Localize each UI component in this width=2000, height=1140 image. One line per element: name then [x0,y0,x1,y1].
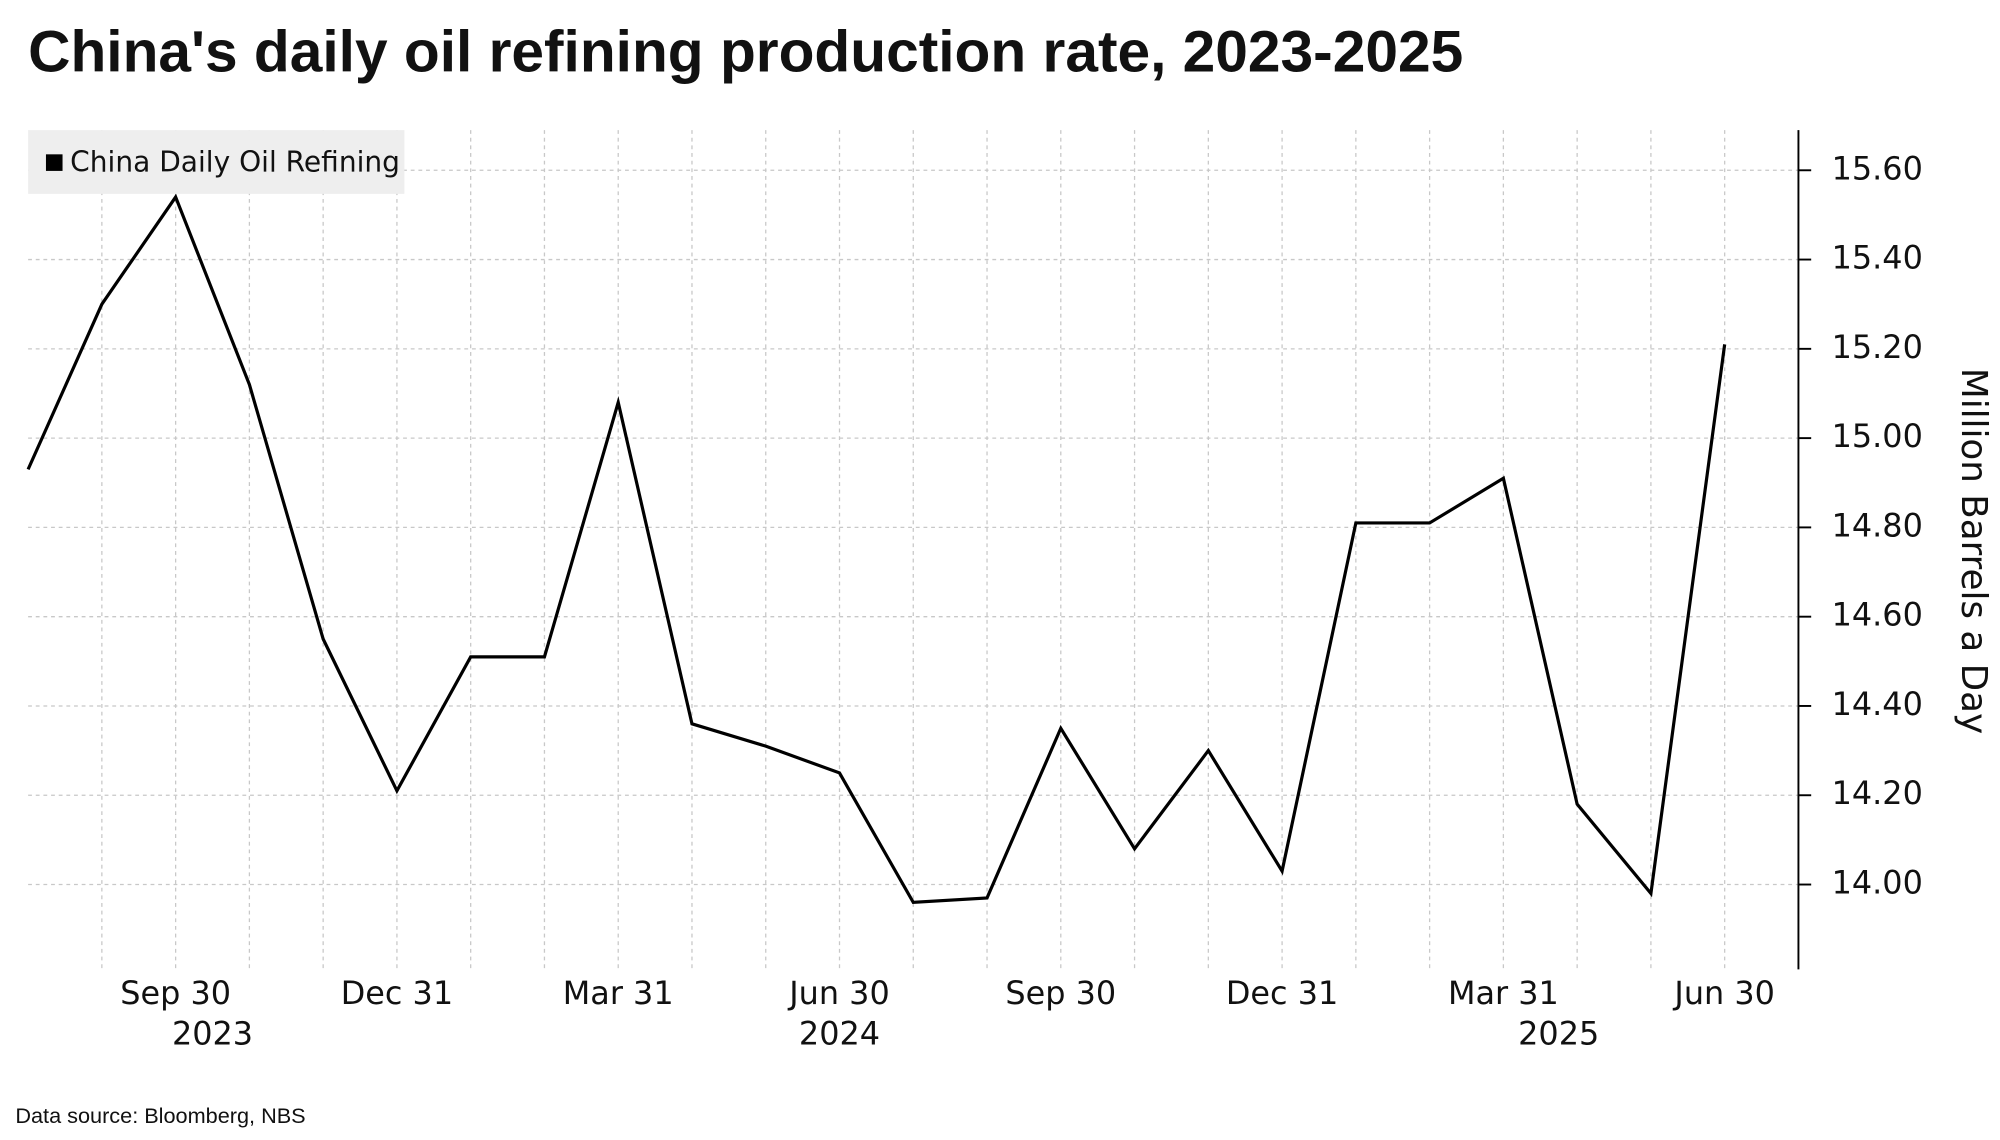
x-tick-label: Dec 31 [1226,974,1338,1012]
x-tick-label: Sep 30 [1005,974,1116,1012]
y-tick-label: 14.60 [1832,596,1923,634]
legend-label: China Daily Oil Refining [70,145,400,178]
x-tick-label: Sep 30 [120,974,231,1012]
source: Data source: Bloomberg, NBS [15,1103,305,1128]
chart-title: China's daily oil refining production ra… [28,20,1463,85]
y-tick-label: 14.80 [1832,506,1923,544]
y-tick-label: 15.20 [1832,328,1923,366]
line-series [26,193,1727,905]
year-label: 2025 [1518,1015,1599,1053]
x-tick-label: Jun 30 [1672,974,1775,1012]
y-tick-label: 14.00 [1832,864,1923,902]
y-tick-label: 14.40 [1832,685,1923,723]
y-tick-label: 15.00 [1832,417,1923,455]
y-axis-label: Million Barrels a Day [1953,368,1994,734]
x-tick-label: Mar 31 [1448,974,1559,1012]
x-tick-label: Mar 31 [563,974,674,1012]
x-tick-label: Dec 31 [341,974,453,1012]
x-tick-label: Jun 30 [787,974,890,1012]
year-label: 2023 [172,1015,253,1053]
legend-swatch [45,154,63,171]
y-tick-label: 15.60 [1832,149,1923,187]
y-tick-label: 15.40 [1832,239,1923,277]
legend-box [28,130,405,194]
year-label: 2024 [799,1015,880,1053]
y-tick-label: 14.20 [1832,774,1923,812]
legend: China Daily Oil Refining [28,130,405,194]
